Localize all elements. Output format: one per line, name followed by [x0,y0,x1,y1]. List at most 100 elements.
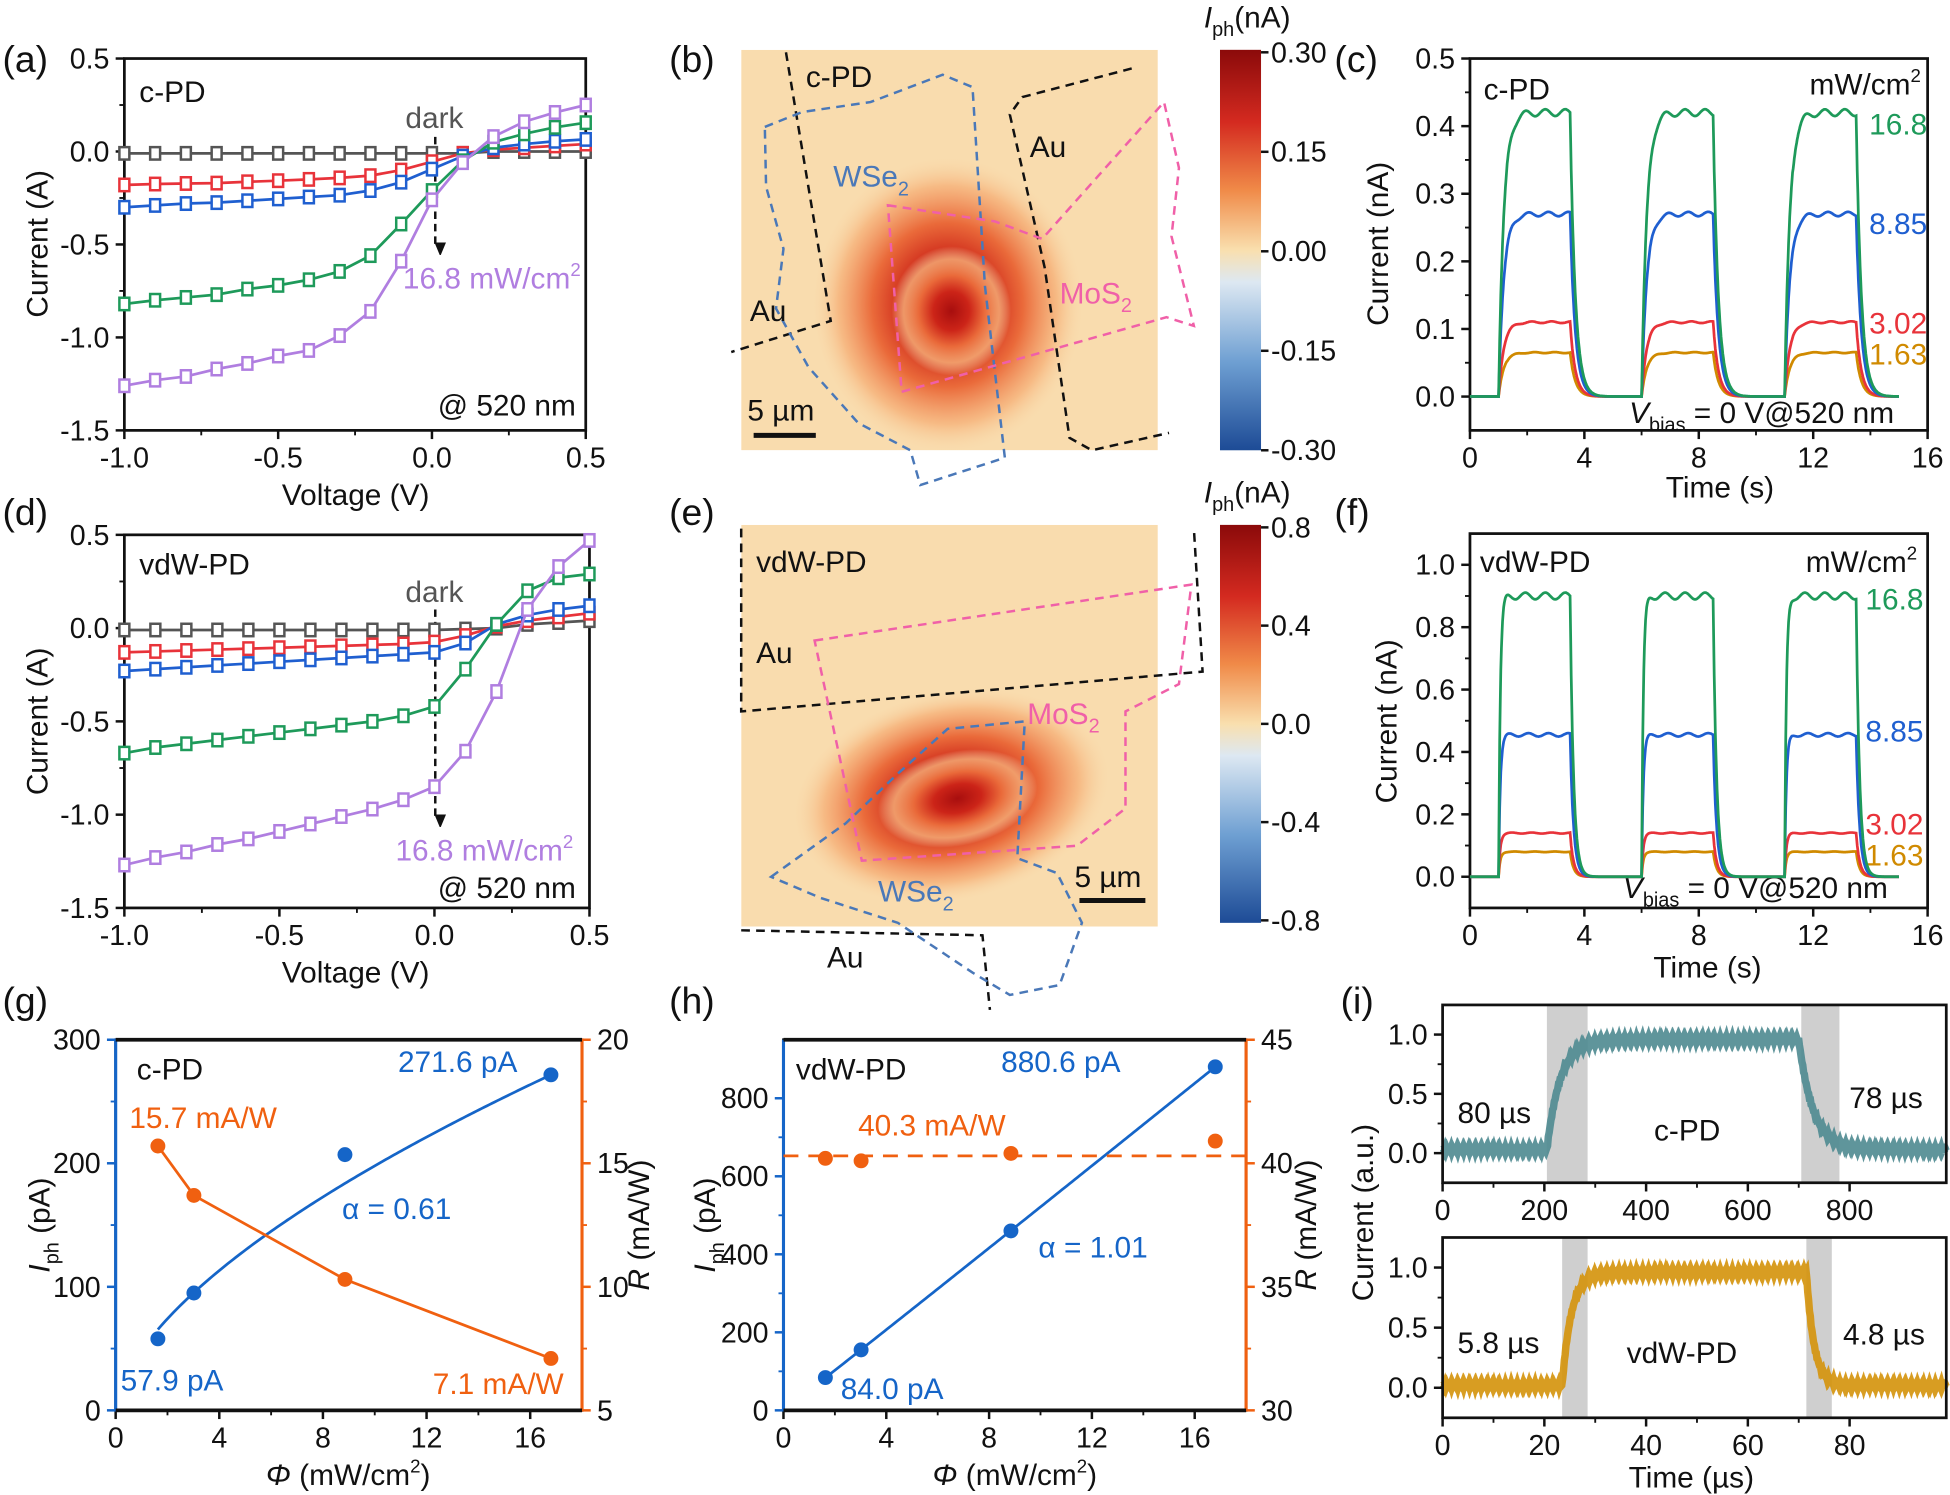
data-point-marker [302,342,316,358]
y-tick-label: 45 [1261,1025,1293,1057]
alpha-label: α = 1.01 [1038,1231,1147,1264]
data-point-marker [579,115,592,131]
photocurrent-trace [1469,830,1900,879]
data-point-marker [425,161,439,177]
x-tick-label: 4 [878,1423,894,1455]
panel-label-f: (f) [1334,491,1369,533]
wse2-label: WSe2 [878,876,954,916]
data-point-marker [304,639,317,655]
data-point-marker [273,725,286,741]
right-y-axis-label: R (mA/W) [1290,1160,1323,1291]
colorbar-tick-label: -0.4 [1271,807,1320,839]
left-y-axis-label: Iph (pA) [689,1178,729,1273]
data-point-marker [428,644,441,660]
device-label: vdW-PD [139,549,250,582]
responsivity-point [853,1153,869,1169]
series-label: 8.85 [1865,715,1923,748]
au-label: Au [750,295,786,328]
y-tick-label: 0 [85,1395,101,1427]
series-label: 1.63 [1865,840,1923,873]
data-point-marker [241,355,254,371]
data-point-marker [210,361,223,377]
y-tick-label: 0.3 [1415,179,1455,211]
data-point-marker [179,145,193,161]
au-electrode-outline [741,929,992,1011]
y-tick-label: 1.0 [1388,1252,1428,1284]
data-point-marker [548,119,562,135]
x-tick-label: 16 [1912,443,1944,475]
y-tick-label: 0.5 [70,520,110,552]
y-tick-label: 0.0 [70,613,110,645]
data-point-marker [241,281,254,297]
data-point-marker [118,663,131,679]
data-point-marker [459,635,472,651]
photocurrent-trace [1469,849,1900,879]
mos2-flake-outline [886,99,1196,394]
y-tick-label: -1.5 [60,893,109,925]
y-tick-label: 0.0 [70,136,110,168]
unit-label: mW/cm2 [1806,543,1917,579]
y-tick-label: 15 [597,1148,629,1180]
r-mean-label: 40.3 mA/W [858,1110,1006,1143]
au-electrode-outline [730,52,833,354]
photocurrent-hotspot-core [877,749,1038,848]
power-label: 16.8 mW/cm2 [395,831,573,867]
data-point-marker [583,598,596,614]
scale-bar-label: 5 µm [747,394,814,427]
x-axis-label: Φ (mW/cm2) [266,1456,431,1492]
photocurrent-point [337,1147,353,1163]
photocurrent-hotspot-core [891,246,1012,376]
data-point-marker [273,622,286,638]
data-point-marker [459,743,472,759]
y-tick-label: -1.0 [60,322,109,354]
colorbar-tick-label: 0.15 [1271,137,1327,169]
power-law-fit-line [156,1074,550,1331]
y-tick-label: 0.5 [70,43,110,75]
c-pd-response-subplot: 0 200 400 600 800 0.0 0.5 1.0 [1388,1003,1950,1227]
device-label: c-PD [139,76,205,109]
y-tick-label: 20 [597,1025,629,1057]
data-point-marker [302,272,316,288]
y-tick-label: 0.5 [1388,1313,1428,1345]
r-min-label: 7.1 mA/W [433,1368,565,1401]
data-point-marker [149,661,162,677]
data-point-marker [271,145,285,161]
iv-curve [124,142,586,187]
au-electrode-outline [1008,67,1170,452]
data-point-marker [335,638,348,654]
data-point-marker [366,622,379,638]
data-point-marker [149,643,162,659]
x-tick-label: 8 [1691,920,1707,952]
photocurrent-point [853,1342,869,1358]
data-point-marker [179,196,193,212]
data-point-marker [397,792,410,808]
data-point-marker [148,372,162,388]
x-tick-label: 0.0 [412,443,452,475]
y-tick-label: -0.5 [60,706,109,738]
data-point-marker [333,263,346,279]
x-tick-label: 8 [981,1423,997,1455]
data-point-marker [333,145,346,161]
iv-curve [124,150,586,155]
wse2-flake-outline [768,720,1084,997]
colorbar-tick-label: 0.4 [1271,611,1311,643]
x-axis-label: Voltage (V) [282,479,430,512]
au-label: Au [827,942,863,975]
right-y-axis-label: R (mA/W) [623,1160,656,1291]
iv-curve [124,572,590,755]
vdw-pd-response-subplot: 0 20 40 60 80 0.0 0.5 1.0 [1388,1236,1950,1462]
x-tick-label: -1.0 [100,920,149,952]
data-point-marker [118,378,131,394]
data-point-marker [242,656,255,672]
x-tick-label: 8 [315,1423,331,1455]
responsivity-point [1003,1145,1019,1161]
data-point-marker [552,559,565,575]
series-label: 16.8 [1865,583,1923,616]
data-point-marker [211,622,224,638]
panel-h-power-dependence-chart: vdW-PD 880.6 pA 40.3 mA/W α = 1.01 84.0 … [689,1025,1323,1492]
data-point-marker [364,168,377,184]
data-point-marker [179,368,193,384]
x-tick-label: 0 [108,1423,124,1455]
y-tick-label: 5 [597,1395,613,1427]
data-point-marker [583,532,596,548]
